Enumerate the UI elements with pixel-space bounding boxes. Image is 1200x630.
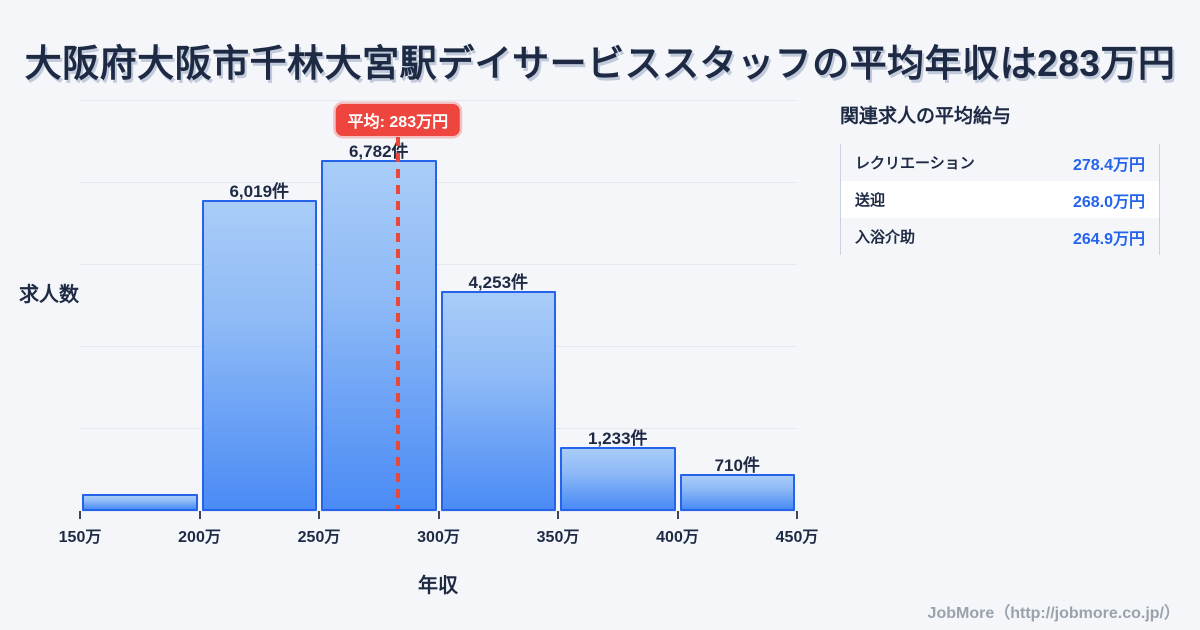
x-tick-label: 350万: [536, 529, 580, 546]
job-salary-value: 278.4万円: [1072, 156, 1145, 174]
related-jobs-heading: 関連求人の平均給与: [840, 106, 1012, 127]
job-type-label: 送迎: [855, 192, 886, 209]
histogram-bar: [560, 447, 676, 511]
x-axis-tick: [79, 511, 81, 519]
bar-value-label: 4,253件: [468, 273, 529, 293]
gridline: [80, 346, 797, 348]
bar-value-label: 6,782件: [348, 142, 409, 162]
bar-value-label: 710件: [714, 456, 760, 476]
gridline: [80, 181, 797, 183]
job-salary-value: 264.9万円: [1072, 230, 1145, 248]
x-axis-tick: [676, 511, 679, 519]
table-row: 入浴介助 264.9万円: [841, 218, 1159, 255]
x-tick-label: 450万: [775, 529, 819, 546]
x-tick-label: 200万: [178, 529, 221, 546]
x-axis-title: 年収: [418, 575, 458, 597]
histogram-bar: [82, 494, 198, 511]
mean-line: [395, 137, 400, 509]
table-row: レクリエーション 278.4万円: [841, 144, 1159, 181]
y-axis-title: 求人数: [19, 284, 79, 306]
x-tick-label: 250万: [297, 529, 341, 546]
job-type-label: 入浴介助: [855, 229, 916, 246]
x-axis-tick: [437, 511, 440, 519]
histogram-bar: [679, 474, 795, 511]
histogram-bar: [440, 291, 556, 511]
related-jobs-table: レクリエーション 278.4万円 送迎 268.0万円 入浴介助 264.9万円: [840, 144, 1160, 255]
x-tick-label: 150万: [58, 529, 102, 546]
gridline: [80, 263, 797, 265]
gridline: [80, 99, 797, 101]
related-jobs-panel: 関連求人の平均給与 レクリエーション 278.4万円 送迎 268.0万円 入浴…: [840, 101, 1160, 255]
histogram-plot: 平均: 283万円 6,019件 6,782件 4,253件 1,233件 710件 15…: [59, 99, 818, 546]
gridline: [80, 428, 797, 430]
histogram-bar: [321, 160, 437, 511]
x-axis-tick: [318, 511, 320, 519]
x-axis-tick: [198, 511, 201, 519]
table-row: 送迎 268.0万円: [841, 181, 1159, 218]
page-title: 大阪府大阪市千林大宮駅デイサービススタッフの平均年収は283万円: [24, 43, 1176, 84]
x-axis-tick: [557, 511, 559, 519]
bar-value-label: 1,233件: [587, 429, 648, 449]
x-tick-label: 400万: [656, 529, 699, 546]
job-salary-value: 268.0万円: [1072, 193, 1145, 211]
mean-salary-badge: 平均: 283万円: [335, 104, 461, 136]
site-credit: JobMore（http://jobmore.co.jp/）: [927, 605, 1180, 622]
x-axis-tick: [796, 511, 798, 519]
histogram-bar: [201, 200, 317, 511]
job-type-label: レクリエーション: [855, 155, 975, 172]
bar-value-label: 6,019件: [229, 181, 290, 201]
x-tick-label: 300万: [417, 529, 460, 546]
